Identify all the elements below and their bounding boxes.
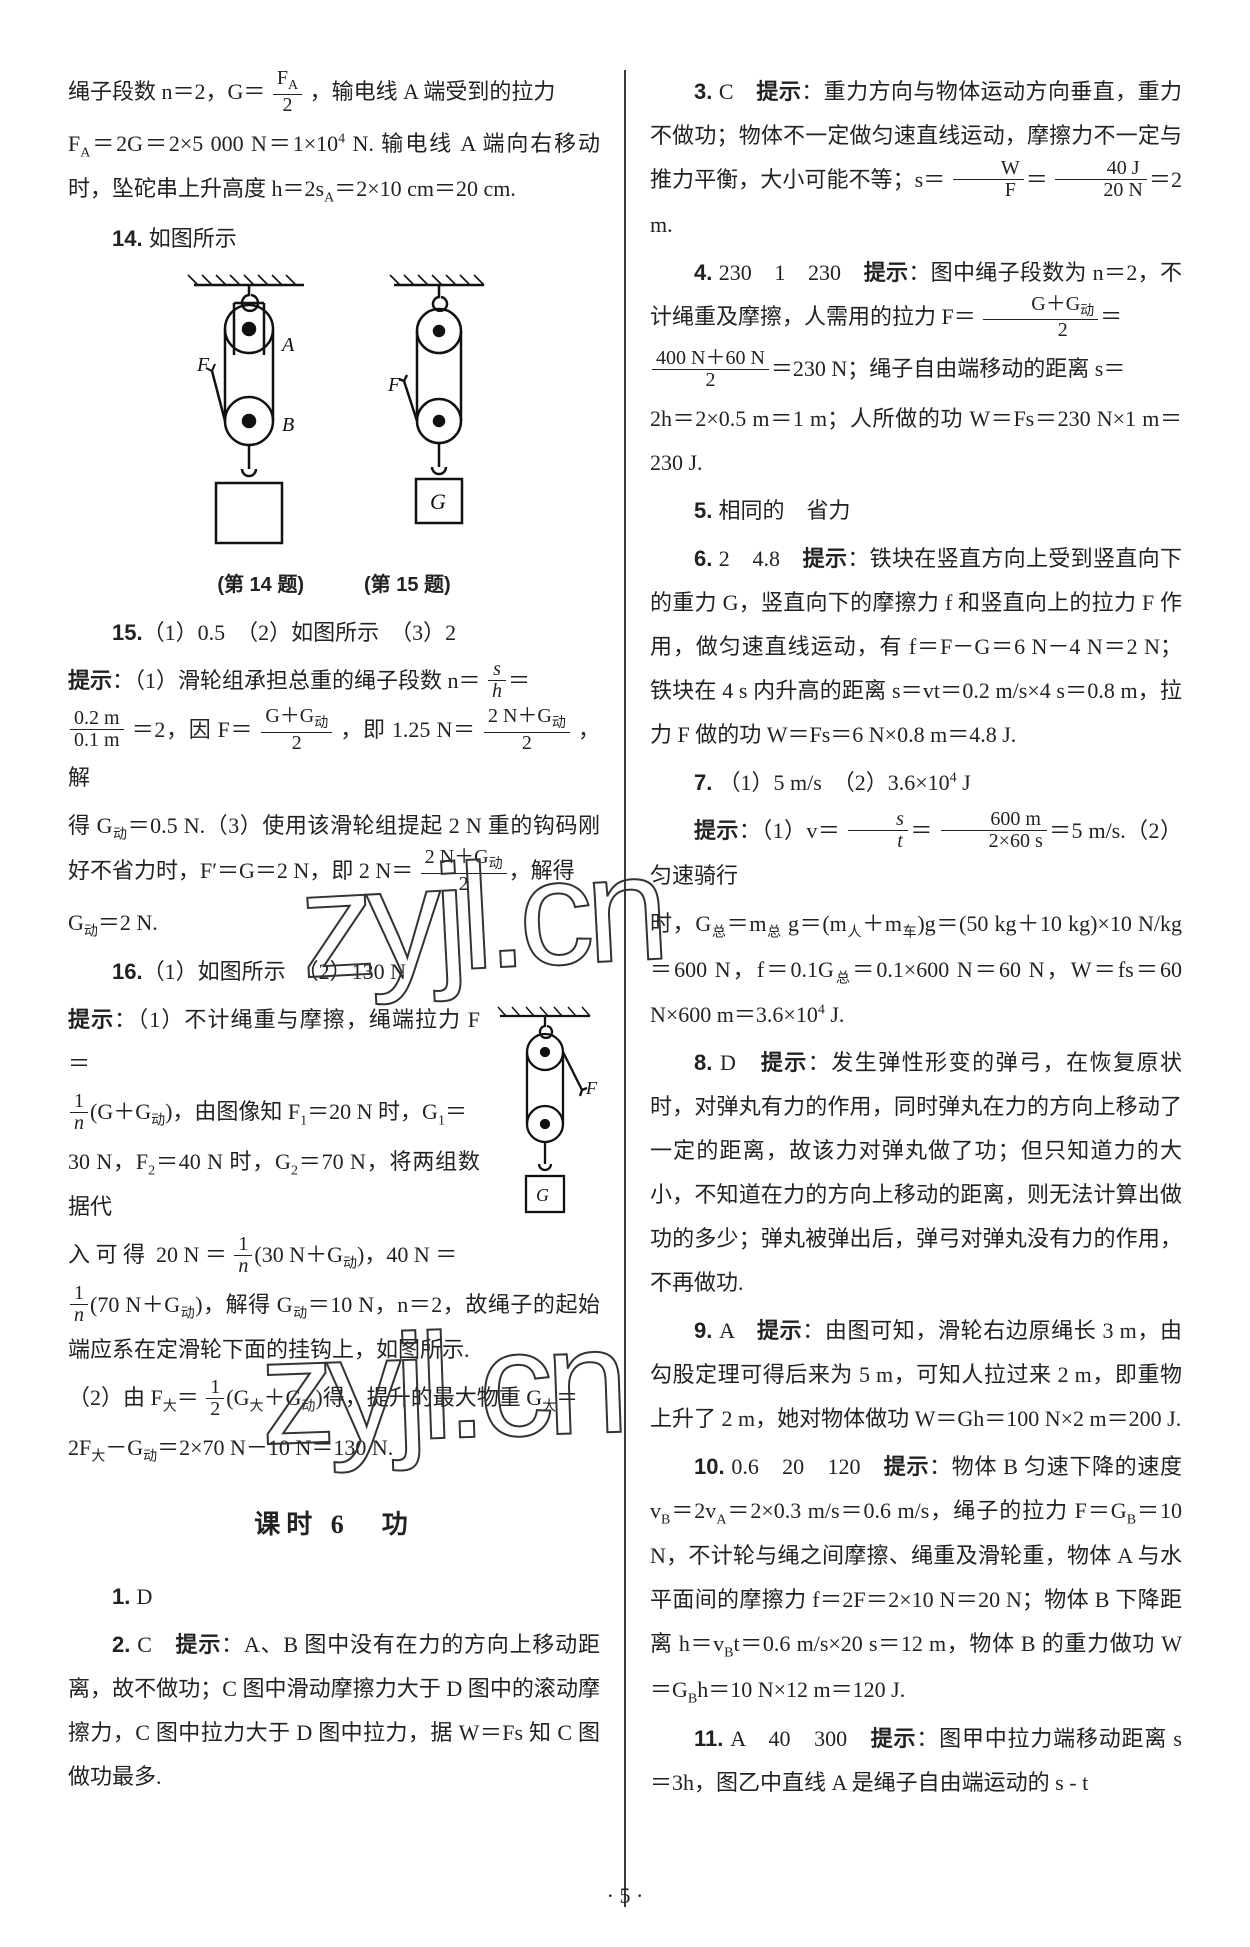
hint-15b: 0.2 m0.1 m ＝2，因 F＝ G＋G动2 ，即 1.25 N＝ 2 N＋… xyxy=(68,708,600,800)
figure-15: F G xyxy=(374,271,504,561)
ans-7: 7. （1）5 m/s （2）3.6×104 J xyxy=(650,761,1182,805)
page: 绳子段数 n＝2，G＝ FA 2 ，输电线 A 端受到的拉力 FA＝2G＝2×5… xyxy=(0,0,1250,1947)
svg-text:G: G xyxy=(430,489,446,514)
page-number: · 5 · xyxy=(0,1883,1250,1909)
hint-15c: 得 G动＝0.5 N.（3）使用该滑轮组提起 2 N 重的钩码刚好不省力时，F′… xyxy=(68,804,600,897)
lesson-title: 课时 6 功 xyxy=(68,1499,600,1551)
t: ，即 1.25 N＝ xyxy=(340,717,475,742)
ans-1: 1. D xyxy=(68,1575,600,1619)
svg-text:G: G xyxy=(536,1185,549,1205)
q15: 15.（1）0.5 （2）如图所示 （3）2 xyxy=(68,611,600,655)
column-divider xyxy=(624,70,626,1907)
frac: FA 2 xyxy=(273,68,302,116)
figure-captions: (第 14 题) (第 15 题) xyxy=(68,565,600,605)
right-column: 3. C 提示：重力方向与物体运动方向垂直，重力不做功；物体不一定做匀速直线运动… xyxy=(640,70,1182,1907)
ans-5: 5. 相同的 省力 xyxy=(650,489,1182,533)
ans-4: 4. 230 1 230 提示：图中绳子段数为 n＝2，不计绳重及摩擦，人需用的… xyxy=(650,251,1182,343)
svg-text:A: A xyxy=(280,334,295,356)
ans-7d: 时，G总＝m总 g＝(m人＋m车)g＝(50 kg＋10 kg)×10 N/kg… xyxy=(650,902,1182,1037)
text: 绳子段数 n＝2，G＝ xyxy=(68,79,265,104)
ans-9: 9. A 提示：由图可知，滑轮右边原绳长 3 m，由勾股定理可得后来为 5 m，… xyxy=(650,1309,1182,1441)
ans-3: 3. C 提示：重力方向与物体运动方向垂直，重力不做功；物体不一定做匀速直线运动… xyxy=(650,70,1182,247)
svg-text:F: F xyxy=(585,1078,598,1098)
den: 2 xyxy=(273,95,302,116)
t: ＝2，因 F＝ xyxy=(132,717,253,742)
ans-2: 2. C 提示：A、B 图中没有在力的方向上移动距离，故不做功；C 图中滑动摩擦… xyxy=(68,1623,600,1799)
hint-16f: （2）由 F大＝ 12(G大＋G动)得，提升的最大物重 G大＝ xyxy=(68,1376,600,1421)
ans-8: 8. D 提示：发生弹性形变的弹弓，在恢复原状时，对弹丸有力的作用，同时弹丸在力… xyxy=(650,1041,1182,1305)
ans-7hint: 提示：（1）v＝ st＝ 600 m2×60 s＝5 m/s.（2）匀速骑行 xyxy=(650,809,1182,898)
figure-16: F G xyxy=(490,1004,600,1254)
svg-text:B: B xyxy=(282,414,294,436)
svg-text:F: F xyxy=(387,374,401,396)
ans-4b: 400 N＋60 N2＝230 N；绳子自由端移动的距离 s＝ xyxy=(650,347,1182,392)
num: FA xyxy=(273,68,302,95)
q14-num: 14. xyxy=(112,226,149,251)
hint-16e: 1n(70 N＋G动)，解得 G动＝10 N，n＝2，故绳子的起始端应系在定滑轮… xyxy=(68,1283,600,1372)
ans-4c: 2h＝2×0.5 m＝1 m；人所做的功 W＝Fs＝230 N×1 m＝230 … xyxy=(650,397,1182,485)
q14-text: 如图所示 xyxy=(149,226,237,251)
caption-15: (第 15 题) xyxy=(364,565,451,605)
q16: 16.（1）如图所示 （2）130 N xyxy=(68,950,600,994)
svg-text:F: F xyxy=(196,354,210,376)
text: ，输电线 A 端受到的拉力 xyxy=(310,79,556,104)
figure-14: A B F xyxy=(164,271,334,561)
hint-16g: 2F大－G动＝2×70 N－10 N＝130 N. xyxy=(68,1426,600,1471)
q14: 14. 如图所示 xyxy=(68,217,600,261)
figure-row: A B F xyxy=(68,271,600,561)
p-rope-intro: 绳子段数 n＝2，G＝ FA 2 ，输电线 A 端受到的拉力 xyxy=(68,70,600,118)
ans-6: 6. 2 4.8 提示：铁块在竖直方向上受到竖直向下的重力 G，竖直向下的摩擦力… xyxy=(650,537,1182,757)
p-fa-calc: FA＝2G＝2×5 000 N＝1×104 N. 输电线 A 端向右移动时，坠砣… xyxy=(68,122,600,213)
caption-14: (第 14 题) xyxy=(217,565,304,605)
ans-10: 10. 0.6 20 120 提示：物体 B 匀速下降的速度 vB＝2vA＝2×… xyxy=(650,1445,1182,1713)
hint-15d: G动＝2 N. xyxy=(68,901,600,946)
hint-15: 提示：（1）滑轮组承担总重的绳子段数 n＝ sh＝ xyxy=(68,659,600,704)
left-column: 绳子段数 n＝2，G＝ FA 2 ，输电线 A 端受到的拉力 FA＝2G＝2×5… xyxy=(68,70,610,1907)
ans-11: 11. A 40 300 提示：图甲中拉力端移动距离 s＝3h，图乙中直线 A … xyxy=(650,1717,1182,1805)
